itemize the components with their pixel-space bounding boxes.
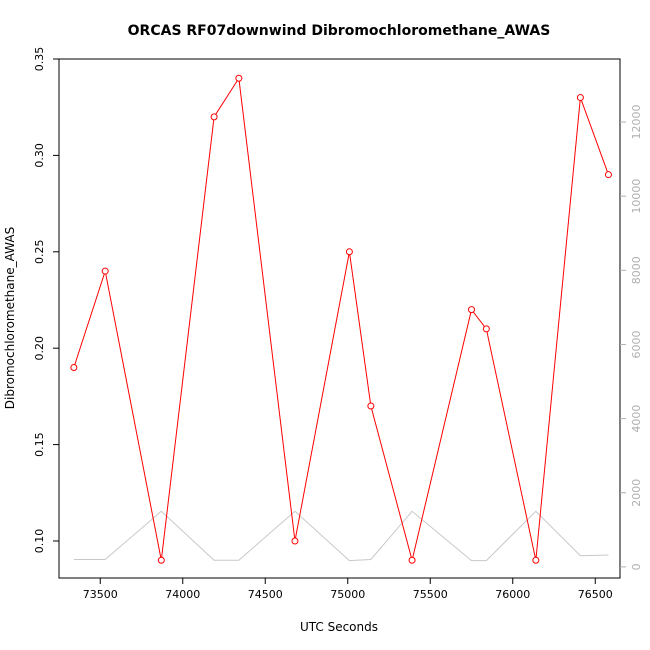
data-point (408, 556, 416, 564)
y2-tick-label: 4000 (630, 405, 643, 433)
primary-series-line (73, 76, 609, 561)
x-tick-label: 76000 (495, 588, 530, 601)
y-axis: 0.10 0.15 0.20 0.25 0.30 0.35 (33, 47, 59, 553)
y-tick-label: 0.20 (33, 336, 46, 361)
x-tick-label: 73500 (83, 588, 118, 601)
data-point (235, 74, 243, 82)
y-tick-label: 0.10 (33, 529, 46, 554)
plot-frame (58, 58, 621, 579)
x-tick-label: 74500 (248, 588, 283, 601)
data-point (367, 402, 375, 410)
y2-tick-label: 0 (630, 563, 643, 570)
data-point (70, 363, 78, 371)
y2-tick-label: 6000 (630, 330, 643, 358)
y-tick-label: 0.25 (33, 240, 46, 265)
series-layer (70, 74, 612, 564)
data-point (532, 556, 540, 564)
x-axis: 73500 74000 74500 75000 75500 76000 76500 (83, 578, 613, 601)
data-point (101, 267, 109, 275)
data-point (157, 556, 165, 564)
y2-tick-label: 8000 (630, 256, 643, 284)
y2-tick-label: 12000 (630, 105, 643, 140)
data-point (345, 248, 353, 256)
data-point (291, 537, 299, 545)
x-tick-label: 76500 (578, 588, 613, 601)
data-point (210, 113, 218, 121)
x-tick-label: 75000 (330, 588, 365, 601)
y-tick-label: 0.15 (33, 432, 46, 457)
y-tick-label: 0.30 (33, 143, 46, 168)
x-axis-label: UTC Seconds (300, 620, 378, 634)
data-point (604, 171, 612, 179)
y2-axis-right: 0 2000 4000 6000 8000 10000 12000 (620, 105, 643, 570)
y-tick-label: 0.35 (33, 47, 46, 72)
x-tick-label: 75500 (413, 588, 448, 601)
y2-tick-label: 2000 (630, 479, 643, 507)
data-point (482, 325, 490, 333)
data-point (468, 306, 475, 314)
data-point (576, 94, 584, 102)
y2-tick-label: 10000 (630, 179, 643, 214)
chart-title: ORCAS RF07downwind Dibromochloromethane_… (128, 23, 551, 39)
x-tick-label: 74000 (165, 588, 200, 601)
y-axis-label: Dibromochloromethane_AWAS (3, 227, 17, 409)
